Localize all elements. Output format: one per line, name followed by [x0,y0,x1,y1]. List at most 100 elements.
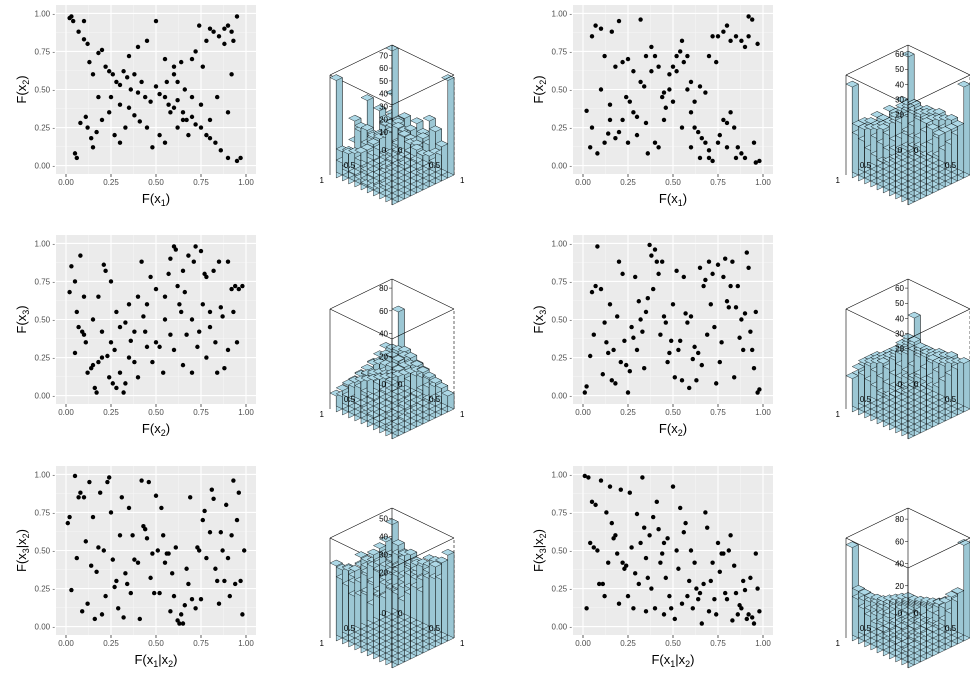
scatter-point [146,479,151,485]
scatter-point [670,484,676,489]
scatter-point [717,359,722,365]
scatter-point [652,140,658,145]
y-tick-label: 0.50 - [35,316,56,325]
scatter-point [681,59,686,65]
scatter-point [588,353,593,359]
scatter-point [620,560,625,565]
hist-bar [441,74,455,179]
scatter-point [139,79,144,85]
scatter-point [162,94,168,100]
scatter-point [182,289,187,295]
scatter-point [624,362,629,368]
base-tick-label-left: 1 [836,176,841,185]
scatter-point [733,305,739,310]
scatter-point [595,151,600,156]
scatter-point [162,560,168,565]
scatter-point [240,612,245,617]
scatter-point [661,314,667,319]
box-edge [845,537,909,569]
scatter-point [83,539,89,544]
scatter-point [715,140,721,145]
scatter-point [613,135,618,141]
scatter-point [658,332,663,337]
scatter-point [180,268,186,274]
scatter-point [672,616,677,622]
scatter-point [123,125,128,130]
scatter-point [744,616,749,622]
z-tick-label: 20 [379,352,388,361]
scatter-point [746,14,751,19]
scatter-point [616,18,622,24]
scatter-point [710,34,715,39]
scatter-point [180,117,186,123]
x-tick-label: 0.50 [148,178,164,187]
scatter-point [735,612,740,617]
scatter-point [688,110,694,115]
scatter-point [189,317,195,322]
scatter-point [694,586,699,591]
y-tick-label: 0.25 - [35,124,56,133]
scatter-point [200,64,205,69]
scatter-point [85,601,90,606]
scatter-point [597,581,602,587]
scatter-point [225,23,231,28]
scatter-point [94,569,99,574]
scatter-point [125,75,130,80]
scatter-point [690,606,695,611]
scatter-point [200,302,205,307]
hist-bar [845,372,859,413]
scatter-point [116,606,121,611]
scatter-point [676,347,681,353]
scatter-point [602,593,607,599]
scatter-point [705,332,710,337]
box-edge [845,278,909,310]
scatter-point [721,117,726,123]
scatter-point [213,340,218,345]
scatter-point [625,140,631,145]
scatter-point [119,495,125,500]
scatter-point [216,34,222,39]
hist-bar [957,539,970,642]
hist-bar [348,376,362,404]
base-tick-label-left: 0.5 [344,161,356,170]
scatter-point [625,593,631,599]
scatter-point [753,160,758,165]
scatter-point [629,324,634,330]
scatter-point [728,533,733,538]
scatter-point [137,616,142,622]
scatter-point [588,145,593,150]
scatter-point [595,548,600,553]
scatter-point [634,511,640,517]
x-tick-label: 1.00 [238,408,254,417]
hist-bar [957,357,970,413]
scatter-panel-B-row2: 0.00 0.25 0.50 0.75 1.00 0.00 - 0.25 - 0.50 - 0.… [531,466,773,669]
scatter-point [117,533,123,538]
base-tick-label-left: 0.5 [860,161,872,170]
scatter-point [670,64,676,69]
scatter-point [642,365,647,371]
scatter-point [152,590,157,596]
y-tick-label: 0.75 - [552,508,573,517]
scatter-point [703,90,708,95]
scatter-point [728,110,733,115]
scatter-point [679,378,685,383]
hist-bar [372,132,387,158]
scatter-point [609,378,614,383]
scatter-point [72,473,78,479]
scatter-point [685,593,690,599]
x-axis-label: F(x1) [659,191,687,208]
scatter-point [114,309,119,315]
scatter-point [81,18,87,24]
scatter-point [638,17,643,22]
scatter-point [135,375,141,380]
scatter-point [706,155,712,161]
scatter-point [202,508,207,514]
scatter-point [173,545,178,550]
scatter-point [615,314,620,319]
scatter-point [171,105,177,110]
scatter-point [613,64,618,69]
x-tick-label: 1.00 [238,178,254,187]
scatter-point [606,350,611,356]
scatter-point [609,520,614,526]
